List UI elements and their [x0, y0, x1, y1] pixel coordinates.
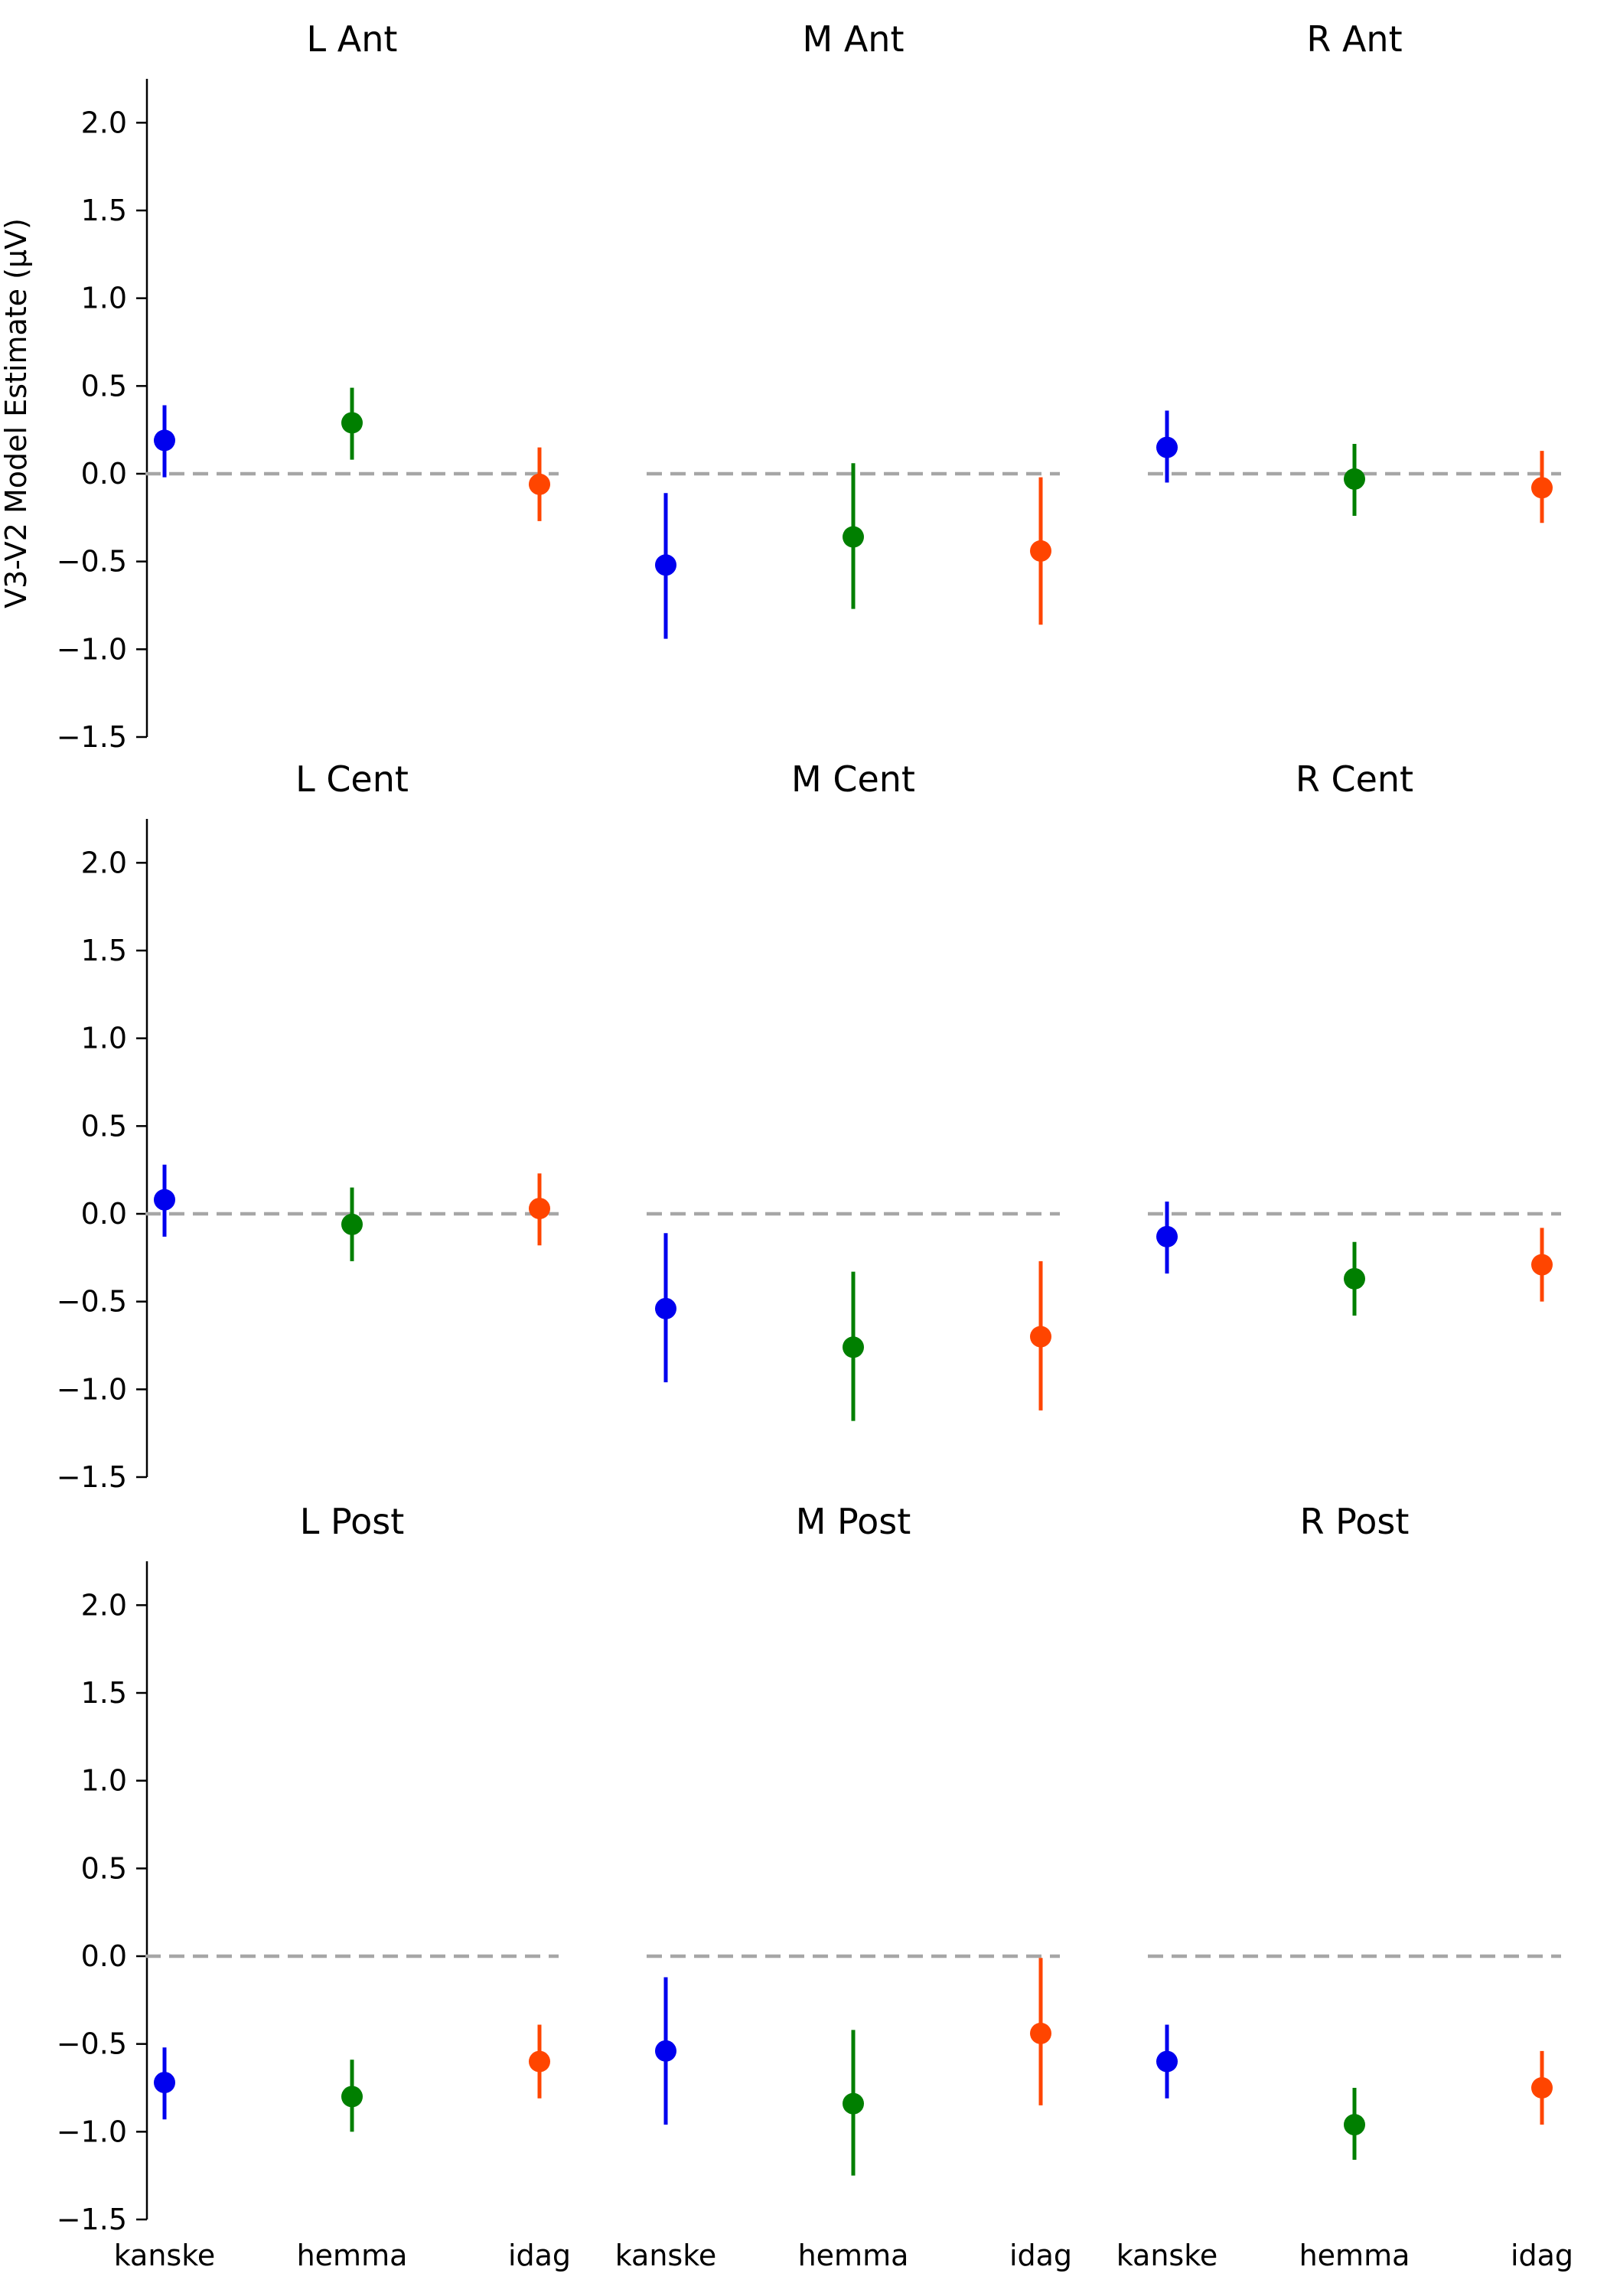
- panel-title: R Cent: [1296, 758, 1413, 800]
- y-tick-label: 2.0: [81, 106, 127, 139]
- x-tick-label: hemma: [798, 2239, 909, 2272]
- x-tick-label: kanske: [1116, 2239, 1218, 2272]
- point-kanske: [655, 554, 676, 576]
- y-tick-label: 2.0: [81, 846, 127, 879]
- y-tick-label: −1.0: [57, 2115, 127, 2148]
- point-idag: [1030, 540, 1051, 562]
- y-tick-label: 1.5: [81, 1676, 127, 1710]
- y-tick-label: −1.5: [57, 1460, 127, 1494]
- point-kanske: [1156, 1225, 1178, 1247]
- point-idag: [1531, 2077, 1553, 2099]
- panel-title: L Post: [300, 1501, 405, 1542]
- y-tick-label: 0.5: [81, 369, 127, 403]
- point-idag: [529, 473, 550, 495]
- y-tick-label: −0.5: [57, 1285, 127, 1319]
- point-hemma: [1344, 1267, 1365, 1290]
- y-tick-label: 1.5: [81, 934, 127, 967]
- panel-l-post: L Post −1.5 −1.0 −0.5 0.0 0.5 1.0 1.5 2.0 kanske h…: [57, 1501, 571, 2272]
- y-tick-label: −0.5: [57, 2027, 127, 2061]
- y-tick-label: 0.0: [81, 1197, 127, 1231]
- y-tick-label: 0.0: [81, 1939, 127, 1973]
- panel-r-ant: R Ant: [1148, 18, 1561, 523]
- panel-title: R Post: [1300, 1501, 1410, 1542]
- panel-m-cent: M Cent: [647, 758, 1060, 1421]
- panels: L Ant −1.5 −1.0 −0.5 0.0 0.5 1.0 1.5 2.0 M Ant R A…: [57, 18, 1573, 2272]
- y-tick-label: 0.5: [81, 1109, 127, 1143]
- point-hemma: [843, 1336, 864, 1358]
- point-idag: [1531, 1254, 1553, 1276]
- y-tick-label: 1.5: [81, 194, 127, 227]
- point-hemma: [341, 2086, 363, 2108]
- x-tick-label: kanske: [114, 2239, 216, 2272]
- y-tick-label: 2.0: [81, 1588, 127, 1622]
- point-kanske: [154, 429, 175, 452]
- point-kanske: [655, 2040, 676, 2062]
- panel-r-post: R Post kanske hemma idag: [1116, 1501, 1573, 2272]
- panel-title: M Post: [796, 1501, 911, 1542]
- y-tick-label: −1.5: [57, 2203, 127, 2236]
- y-tick-label: 1.0: [81, 1764, 127, 1798]
- y-tick-label: −1.0: [57, 632, 127, 666]
- panel-r-cent: R Cent: [1148, 758, 1561, 1316]
- panel-title: L Cent: [295, 758, 409, 800]
- point-idag: [1030, 1326, 1051, 1348]
- y-tick-label: −1.0: [57, 1372, 127, 1406]
- x-tick-label: hemma: [297, 2239, 408, 2272]
- x-tick-label: kanske: [615, 2239, 717, 2272]
- point-idag: [1030, 2022, 1051, 2044]
- y-tick-label: 0.0: [81, 457, 127, 491]
- point-kanske: [154, 2072, 175, 2094]
- panel-title: R Ant: [1306, 18, 1402, 60]
- point-hemma: [843, 526, 864, 548]
- x-tick-label: idag: [1009, 2239, 1072, 2272]
- x-tick-label: idag: [508, 2239, 571, 2272]
- panel-title: L Ant: [307, 18, 398, 60]
- x-tick-label: idag: [1511, 2239, 1573, 2272]
- point-kanske: [154, 1189, 175, 1211]
- panel-l-cent: L Cent −1.5 −1.0 −0.5 0.0 0.5 1.0 1.5 2.0: [57, 758, 559, 1494]
- y-tick-label: 0.5: [81, 1851, 127, 1885]
- y-tick-label: −1.5: [57, 720, 127, 754]
- x-tick-label: hemma: [1299, 2239, 1410, 2272]
- point-hemma: [1344, 2114, 1365, 2136]
- y-tick-label: 1.0: [81, 282, 127, 315]
- y-tick-label: 1.0: [81, 1022, 127, 1055]
- point-hemma: [341, 412, 363, 434]
- panel-title: M Cent: [791, 758, 915, 800]
- point-kanske: [1156, 436, 1178, 458]
- panel-m-post: M Post kanske hemma idag: [615, 1501, 1072, 2272]
- point-hemma: [1344, 468, 1365, 490]
- panel-m-ant: M Ant: [647, 18, 1060, 639]
- point-idag: [1531, 477, 1553, 499]
- point-kanske: [1156, 2050, 1178, 2073]
- panel-title: M Ant: [803, 18, 905, 60]
- panel-l-ant: L Ant −1.5 −1.0 −0.5 0.0 0.5 1.0 1.5 2.0: [57, 18, 559, 754]
- point-kanske: [655, 1297, 676, 1319]
- point-hemma: [341, 1213, 363, 1235]
- point-hemma: [843, 2092, 864, 2115]
- y-tick-label: −0.5: [57, 545, 127, 579]
- point-idag: [529, 1198, 550, 1220]
- point-idag: [529, 2050, 550, 2073]
- y-axis-label: V3-V2 Model Estimate (μV): [0, 218, 33, 608]
